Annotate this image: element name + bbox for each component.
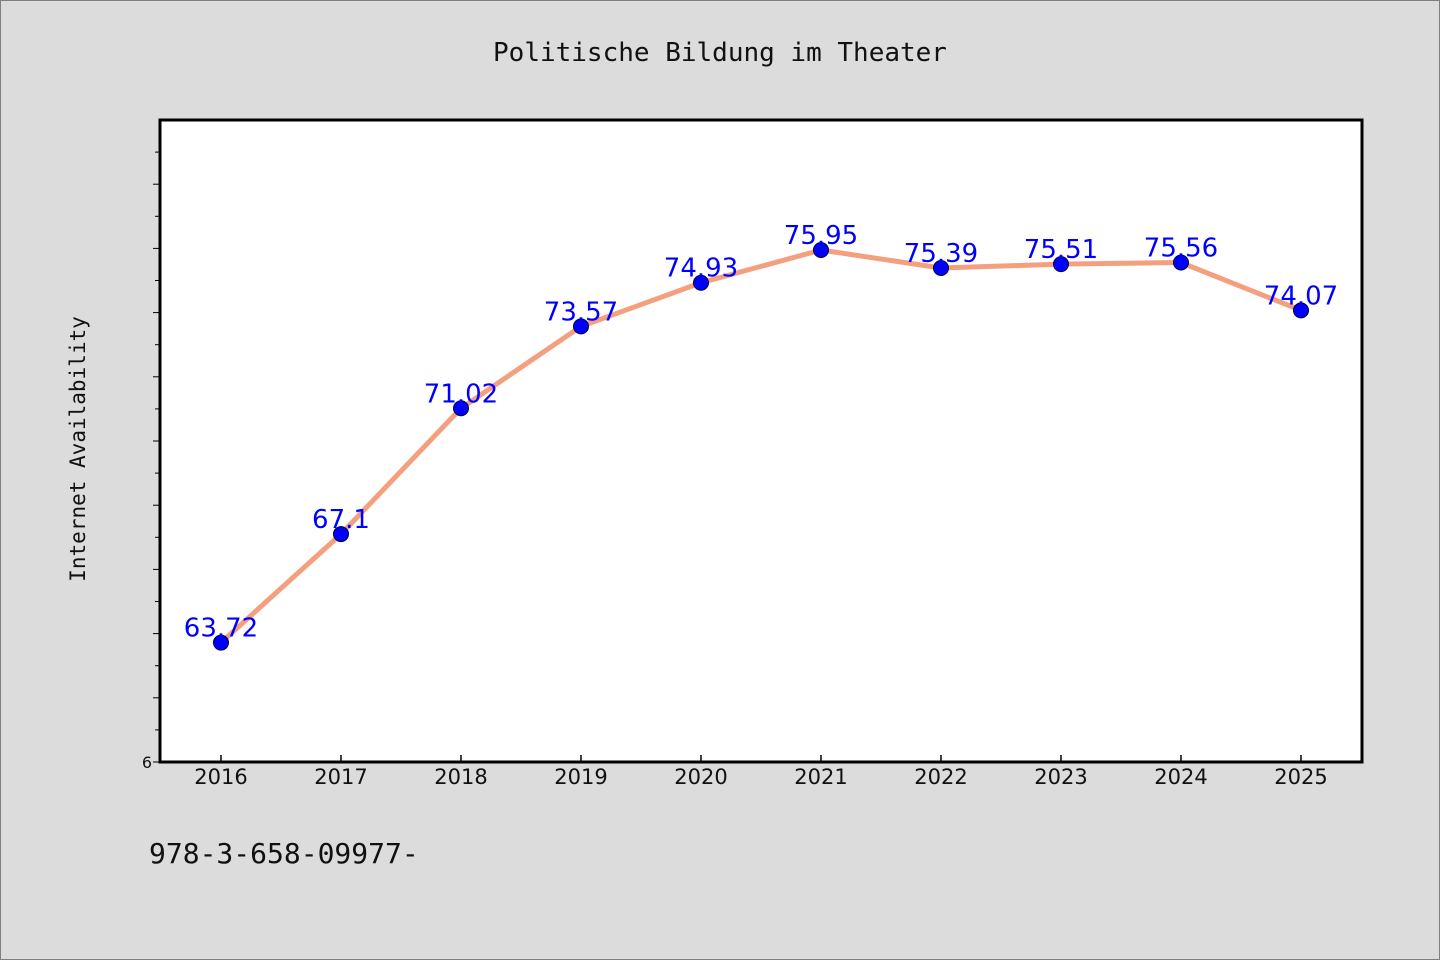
x-tick-label: 2021 xyxy=(794,765,847,789)
data-point xyxy=(693,274,709,291)
y-axis-label: Internet Availability xyxy=(66,316,90,582)
data-point xyxy=(813,242,829,259)
x-tick-label: 2019 xyxy=(554,765,607,789)
data-point xyxy=(213,634,229,651)
data-point xyxy=(453,400,469,417)
series-line xyxy=(219,247,1302,645)
data-label: 74.07 xyxy=(1264,281,1338,311)
x-tick-label: 2020 xyxy=(674,765,727,789)
data-label: 75.56 xyxy=(1144,234,1218,264)
data-point xyxy=(1293,302,1309,319)
data-label: 75.95 xyxy=(784,221,858,251)
x-tick-label: 2023 xyxy=(1034,765,1087,789)
data-label: 74.93 xyxy=(664,254,738,284)
data-label: 71.02 xyxy=(424,379,498,409)
data-label: 67.1 xyxy=(312,505,370,535)
x-tick-label: 2025 xyxy=(1274,765,1327,789)
data-label: 63.72 xyxy=(184,614,258,644)
data-point xyxy=(1053,256,1069,273)
x-tick-label: 2017 xyxy=(314,765,367,789)
x-tick-label: 2024 xyxy=(1154,765,1207,789)
series-line-group xyxy=(219,247,1302,645)
y-axis-ticks: 6 xyxy=(142,151,160,772)
footer-isbn-text: 978-3-658-09977- xyxy=(149,837,419,870)
x-tick-label: 2022 xyxy=(914,765,967,789)
x-tick-label: 2016 xyxy=(194,765,247,789)
chart-title: Politische Bildung im Theater xyxy=(493,38,947,68)
data-point xyxy=(333,526,349,543)
data-point xyxy=(1173,254,1189,271)
x-axis-ticks: 2016 2017 2018 2019 2020 2021 2022 2023 2024 2025 xyxy=(194,755,1328,789)
y-tick-label: 6 xyxy=(142,753,152,772)
data-label: 75.39 xyxy=(904,239,978,269)
data-point xyxy=(573,318,589,335)
data-label: 73.57 xyxy=(544,297,618,327)
data-labels: 63.72 67.1 71.02 73.57 74.93 75.95 75.39 75.51 7… xyxy=(184,221,1338,644)
data-point xyxy=(933,259,949,276)
data-label: 75.51 xyxy=(1024,235,1098,265)
x-tick-label: 2018 xyxy=(434,765,487,789)
data-points xyxy=(213,242,1309,651)
plot-area xyxy=(158,118,1364,764)
